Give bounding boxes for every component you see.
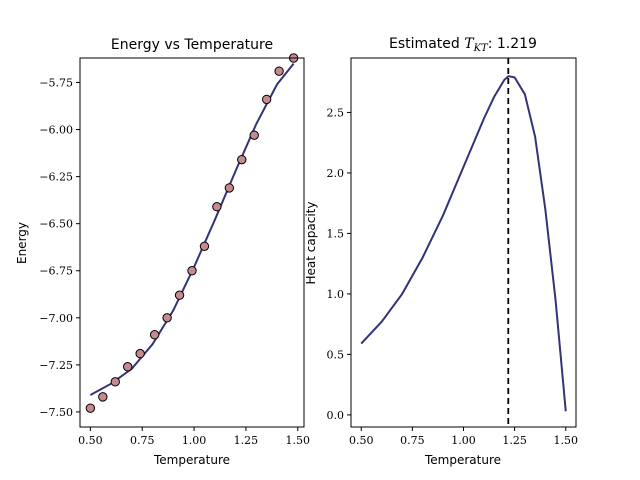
energy-x-tick-label: 1.50 <box>286 434 311 447</box>
heat-capacity-axes-frame <box>350 57 577 428</box>
energy-series-line <box>89 63 295 396</box>
energy-y-tick-label: −6.50 <box>39 218 73 231</box>
energy-x-axis-label: Temperature <box>153 453 230 467</box>
energy-data-point <box>224 183 235 193</box>
heat-capacity-y-axis-label: Heat capacity <box>304 202 318 285</box>
energy-data-point <box>249 130 259 140</box>
energy-panel: Energy vs Temperature Temperature Energy… <box>15 37 310 467</box>
heat-capacity-x-tick-label: 0.75 <box>400 434 425 447</box>
heat-capacity-x-tick-label: 1.25 <box>502 434 527 447</box>
energy-x-tick-label: 0.50 <box>78 434 103 447</box>
heat-capacity-y-tick-label: 2.0 <box>327 167 345 180</box>
energy-y-tick-label: −5.75 <box>39 76 73 89</box>
heat-capacity-series-line <box>360 75 567 412</box>
energy-data-point <box>174 290 185 300</box>
energy-y-tick-label: −6.75 <box>39 265 73 278</box>
energy-y-tick-label: −7.00 <box>39 312 73 325</box>
heat-capacity-y-tick-label: 1.5 <box>327 227 345 240</box>
heat-capacity-panel: Estimated TKT: 1.219 Temperature Heat ca… <box>304 36 578 467</box>
energy-y-tick-label: −7.25 <box>39 359 73 372</box>
heat-capacity-y-tick-label: 2.5 <box>327 106 345 119</box>
energy-data-point <box>237 154 247 165</box>
energy-data-point <box>135 348 145 359</box>
heat-capacity-x-axis-label: Temperature <box>424 453 501 467</box>
energy-data-point <box>110 377 120 387</box>
energy-y-tick-label: −6.25 <box>39 171 73 184</box>
energy-x-tick-label: 0.75 <box>130 434 155 447</box>
energy-data-point <box>123 362 133 372</box>
energy-y-tick-label: −6.00 <box>39 124 73 137</box>
energy-data-point <box>162 313 172 323</box>
heat-capacity-y-tick-label: 0.5 <box>327 348 345 361</box>
energy-data-point <box>274 66 284 76</box>
energy-data-point <box>149 330 160 340</box>
heat-capacity-y-tick-label: 1.0 <box>327 288 345 301</box>
energy-y-tick-label: −7.50 <box>39 406 73 419</box>
energy-x-tick-label: 1.00 <box>182 434 207 447</box>
energy-data-point <box>212 202 222 212</box>
heat-capacity-x-tick-label: 1.50 <box>554 434 579 447</box>
heat-capacity-x-tick-label: 0.50 <box>349 434 374 447</box>
energy-data-point <box>85 403 96 413</box>
energy-data-point <box>199 241 210 251</box>
energy-data-point <box>187 266 197 276</box>
energy-axes-frame <box>79 57 305 428</box>
energy-data-point <box>98 392 108 402</box>
heat-capacity-x-tick-label: 1.00 <box>451 434 476 447</box>
heat-capacity-y-tick-label: 0.0 <box>327 409 345 422</box>
energy-chart-title: Energy vs Temperature <box>111 37 273 53</box>
energy-y-axis-label: Energy <box>15 222 29 264</box>
heat-capacity-chart-title: Estimated TKT: 1.219 <box>389 36 537 54</box>
energy-data-point <box>261 94 272 105</box>
energy-x-tick-label: 1.25 <box>234 434 259 447</box>
